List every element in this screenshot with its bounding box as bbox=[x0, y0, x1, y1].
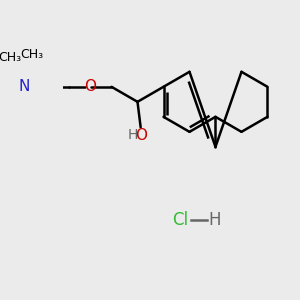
Text: H: H bbox=[208, 211, 221, 229]
Text: CH₃: CH₃ bbox=[0, 51, 21, 64]
Text: H: H bbox=[128, 128, 138, 142]
Text: Cl: Cl bbox=[172, 211, 188, 229]
Text: CH₃: CH₃ bbox=[21, 48, 44, 62]
Text: O: O bbox=[136, 128, 148, 143]
Text: N: N bbox=[19, 79, 30, 94]
Text: O: O bbox=[85, 79, 97, 94]
